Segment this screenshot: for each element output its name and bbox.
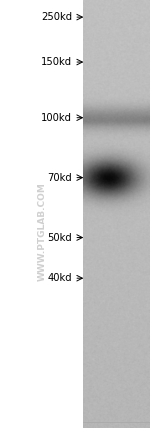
Text: WWW.PTGLAB.COM: WWW.PTGLAB.COM	[38, 181, 46, 281]
Text: 40kd: 40kd	[47, 273, 72, 283]
Text: 50kd: 50kd	[47, 232, 72, 243]
Text: 100kd: 100kd	[41, 113, 72, 123]
Text: 150kd: 150kd	[41, 57, 72, 67]
Text: 70kd: 70kd	[47, 172, 72, 183]
Text: 250kd: 250kd	[41, 12, 72, 22]
